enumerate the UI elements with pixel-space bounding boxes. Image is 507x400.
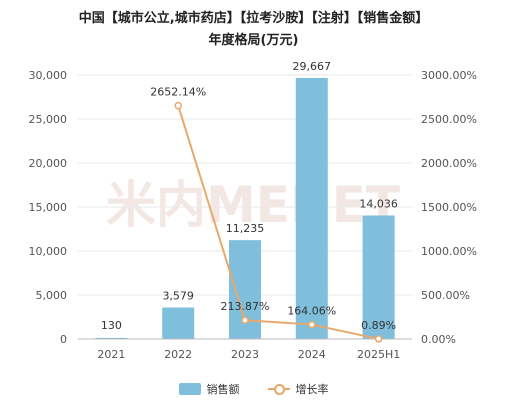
growth-value-label: 0.89% bbox=[361, 319, 396, 332]
chart-title-line1: 中国【城市公立,城市药店】【拉考沙胺】【注射】【销售金额】 bbox=[78, 11, 429, 26]
bar bbox=[362, 215, 395, 339]
growth-value-label: 2652.14% bbox=[150, 86, 206, 99]
x-tick-label: 2024 bbox=[298, 348, 326, 361]
bar bbox=[95, 337, 128, 339]
y-right-tick-label: 500.00% bbox=[421, 289, 470, 302]
bar-value-label: 11,235 bbox=[226, 222, 265, 235]
watermark: 米内MENET bbox=[106, 176, 400, 234]
y-right-tick-label: 2500.00% bbox=[421, 113, 477, 126]
y-left-tick-label: 30,000 bbox=[29, 69, 68, 82]
legend-bar-label: 销售额 bbox=[206, 383, 240, 396]
x-tick-label: 2025H1 bbox=[357, 348, 400, 361]
legend-item-bar[interactable]: 销售额 bbox=[178, 381, 240, 397]
y-left-tick-label: 25,000 bbox=[29, 113, 68, 126]
x-tick-label: 2021 bbox=[97, 348, 125, 361]
legend-line-label: 增长率 bbox=[295, 383, 329, 396]
y-left-tick-label: 20,000 bbox=[29, 157, 68, 170]
y-right-tick-label: 3000.00% bbox=[421, 69, 477, 82]
growth-point bbox=[308, 320, 316, 329]
legend-item-line[interactable]: 增长率 bbox=[267, 381, 329, 397]
bar-value-label: 29,667 bbox=[293, 60, 332, 73]
growth-point bbox=[374, 335, 383, 343]
growth-value-label: 164.06% bbox=[287, 305, 336, 318]
legend-bar-swatch bbox=[178, 383, 201, 395]
growth-point bbox=[241, 316, 249, 324]
bar bbox=[295, 77, 328, 340]
y-right-tick-label: 1000.00% bbox=[421, 245, 477, 258]
legend: 销售额 增长率 bbox=[0, 381, 507, 397]
bar-value-label: 3,579 bbox=[162, 290, 194, 303]
y-left-tick-label: 10,000 bbox=[29, 245, 68, 258]
bar bbox=[162, 307, 195, 339]
y-left-tick-label: 15,000 bbox=[29, 201, 68, 214]
growth-value-label: 213.87% bbox=[221, 300, 270, 313]
y-right-tick-label: 1500.00% bbox=[421, 201, 477, 214]
x-tick-label: 2022 bbox=[164, 348, 192, 361]
y-left-tick-label: 5,000 bbox=[36, 289, 68, 302]
bar-value-label: 14,036 bbox=[359, 197, 398, 210]
bar-value-label: 130 bbox=[101, 319, 122, 332]
growth-line bbox=[177, 105, 379, 340]
y-right-tick-label: 2000.00% bbox=[421, 157, 477, 170]
y-left-tick-label: 0 bbox=[60, 333, 67, 346]
bar bbox=[229, 240, 261, 339]
growth-point bbox=[174, 101, 182, 110]
y-right-tick-label: 0.00% bbox=[421, 333, 456, 346]
legend-line-swatch bbox=[267, 383, 290, 395]
chart-title-line2: 年度格局(万元) bbox=[208, 33, 299, 48]
x-tick-label: 2023 bbox=[231, 348, 259, 361]
